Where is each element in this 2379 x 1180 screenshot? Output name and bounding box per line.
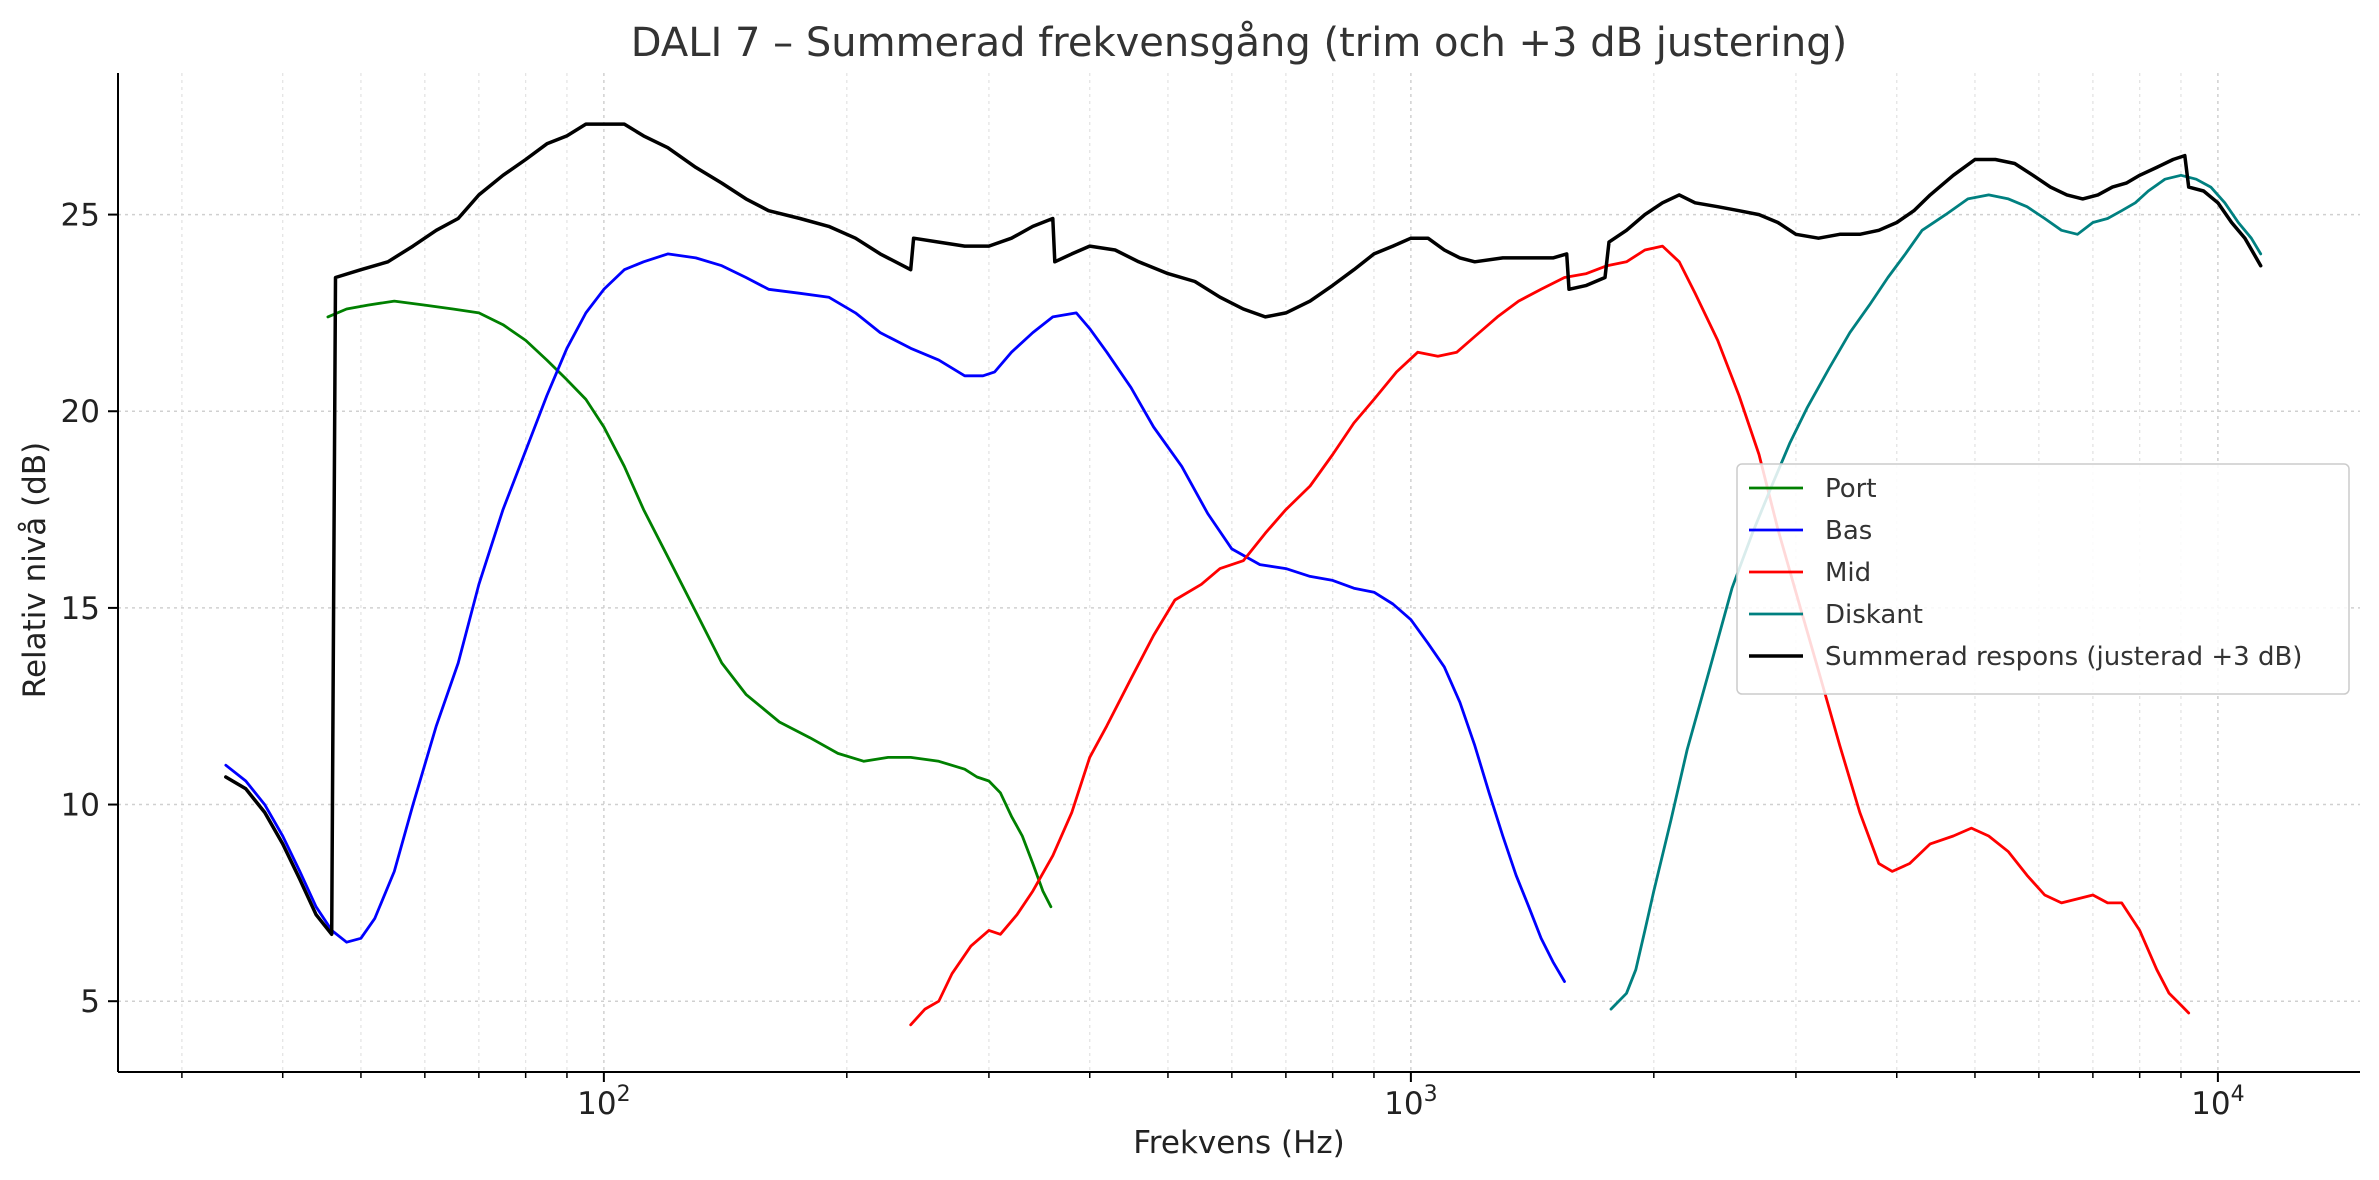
ticks: 102 103 104 5 10 15 20 25 bbox=[61, 198, 2245, 1122]
x-tick-label: 103 bbox=[1384, 1082, 1437, 1122]
series-group bbox=[224, 122, 2263, 1027]
series-line-diskant bbox=[1609, 173, 2263, 1011]
x-tick-label: 102 bbox=[577, 1082, 630, 1122]
x-axis-label: Frekvens (Hz) bbox=[1133, 1125, 1345, 1161]
series-line-port bbox=[326, 299, 1053, 909]
y-tick-label: 25 bbox=[61, 198, 100, 234]
series-line-bas bbox=[224, 252, 1566, 983]
y-tick-label: 15 bbox=[61, 591, 100, 627]
axes bbox=[117, 73, 2360, 1073]
chart-title: DALI 7 – Summerad frekvensgång (trim och… bbox=[631, 20, 1848, 66]
legend-label: Summerad respons (justerad +3 dB) bbox=[1825, 642, 2302, 672]
y-axis-label: Relativ nivå (dB) bbox=[17, 442, 53, 698]
y-tick-label: 10 bbox=[61, 788, 100, 824]
series-line-mid bbox=[909, 244, 2191, 1027]
legend-box bbox=[1736, 463, 2350, 695]
y-tick-label: 20 bbox=[61, 394, 100, 430]
legend-label: Port bbox=[1825, 474, 1877, 504]
legend: Port Bas Mid Diskant Summerad respons (juste… bbox=[1736, 463, 2350, 695]
legend-label: Bas bbox=[1825, 516, 1872, 546]
series-line-summerad-respons-justerad-3-db bbox=[224, 122, 2263, 937]
legend-label: Mid bbox=[1825, 558, 1871, 588]
legend-label: Diskant bbox=[1825, 600, 1923, 630]
x-tick-label: 104 bbox=[2191, 1082, 2244, 1122]
y-tick-label: 5 bbox=[80, 984, 100, 1020]
